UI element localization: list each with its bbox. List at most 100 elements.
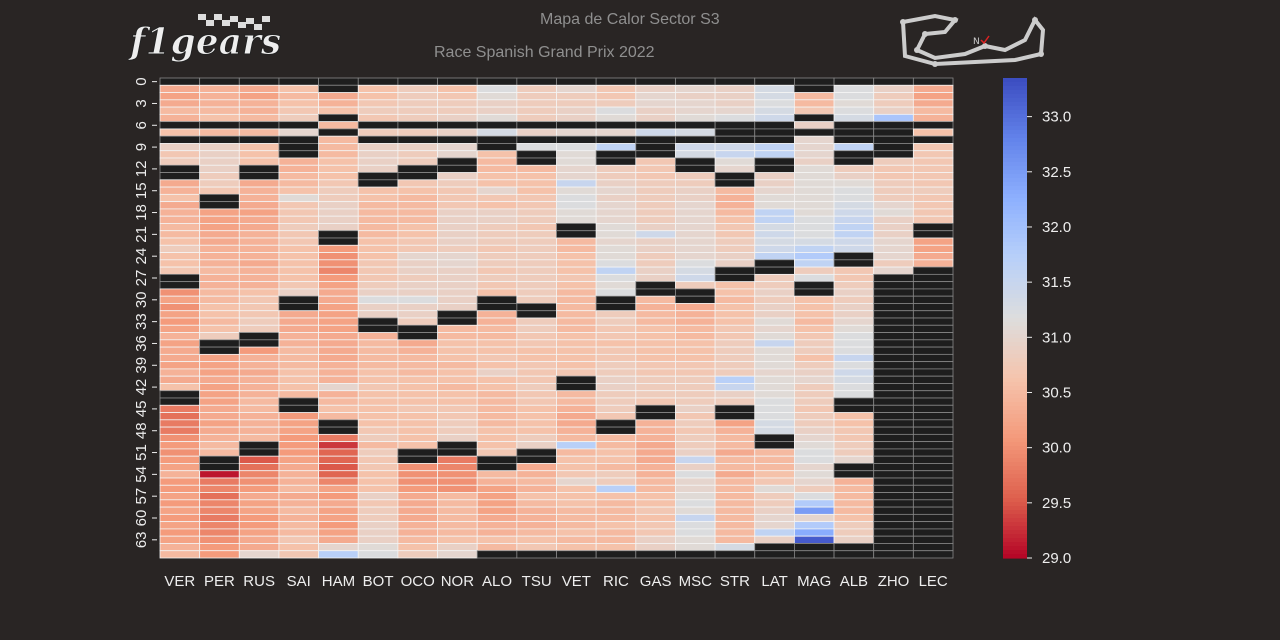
colorbar-segment [1003, 218, 1027, 223]
heatmap-cell [912, 484, 954, 493]
heatmap-cell [556, 121, 597, 130]
heatmap-cell [199, 303, 240, 312]
heatmap-cell [556, 492, 597, 501]
heatmap-cell [238, 433, 280, 443]
heatmap-cell [714, 135, 756, 144]
heatmap-cell [873, 390, 914, 399]
heatmap-cell [675, 513, 716, 523]
heatmap-cell [238, 419, 280, 428]
heatmap-cell [516, 273, 557, 283]
heatmap-cell [437, 128, 478, 137]
heatmap-cell [357, 433, 399, 443]
heatmap-cell [278, 92, 320, 101]
colorbar-segment [1003, 198, 1027, 203]
heatmap-cell [794, 266, 835, 275]
heatmap-cell [516, 92, 557, 101]
heatmap-cell [873, 106, 914, 115]
heatmap-cell [397, 113, 438, 123]
colorbar-segment [1003, 194, 1027, 199]
heatmap-cell [754, 412, 795, 421]
heatmap-cell [556, 237, 597, 246]
heatmap-cell [595, 106, 637, 115]
heatmap-cell [238, 361, 280, 370]
heatmap-cell [318, 288, 359, 297]
heatmap-cell [912, 383, 954, 392]
heatmap-cell [714, 223, 756, 232]
heatmap-cell [159, 368, 201, 377]
heatmap-cell [794, 353, 835, 363]
colorbar-segment [1003, 470, 1027, 475]
heatmap-cell [238, 317, 280, 326]
heatmap-cell [278, 492, 320, 501]
heatmap-cell [873, 121, 914, 130]
heatmap-cell [278, 281, 320, 290]
heatmap-cell [794, 499, 835, 508]
heatmap-cell [556, 499, 597, 508]
heatmap-cell [794, 448, 835, 457]
y-tick-label: 30 [133, 291, 150, 308]
heatmap-cell [873, 172, 914, 181]
heatmap-cell [754, 550, 795, 559]
heatmap-cell [794, 201, 835, 210]
heatmap-cell [397, 535, 438, 544]
heatmap-cell [556, 419, 597, 428]
heatmap-cell [437, 448, 478, 457]
heatmap-cell [476, 84, 518, 93]
heatmap-cell [873, 223, 914, 232]
heatmap-cell [476, 113, 518, 123]
heatmap-cell [238, 492, 280, 501]
heatmap-cell [397, 455, 438, 464]
heatmap-cell [595, 281, 637, 290]
x-tick-label: NOR [441, 573, 475, 590]
heatmap-cell [833, 339, 875, 348]
y-tick-label: 57 [133, 488, 150, 505]
heatmap-cell [437, 339, 478, 348]
heatmap-cell [912, 492, 954, 501]
colorbar-tick-label: 30.5 [1042, 384, 1071, 401]
heatmap-cell [556, 92, 597, 101]
heatmap-cell [397, 172, 438, 181]
heatmap-cell [516, 346, 557, 355]
heatmap-cell [318, 433, 359, 443]
heatmap-cell [675, 295, 716, 304]
heatmap-cell [595, 383, 637, 392]
heatmap-cell [714, 353, 756, 363]
heatmap-cell [278, 150, 320, 159]
heatmap-cell [556, 484, 597, 493]
heatmap-cell [635, 383, 676, 392]
colorbar-segment [1003, 406, 1027, 411]
heatmap-cell [833, 84, 875, 93]
heatmap-cell [278, 143, 320, 152]
heatmap-cell [754, 535, 795, 544]
heatmap-cell [675, 353, 716, 363]
heatmap-cell [833, 404, 875, 413]
heatmap-cell [714, 361, 756, 370]
heatmap-cell [278, 550, 320, 559]
heatmap-cell [912, 426, 954, 435]
heatmap-cell [714, 463, 756, 472]
heatmap-cell [318, 390, 359, 399]
heatmap-cell [833, 455, 875, 464]
heatmap-cell [675, 455, 716, 464]
colorbar-segment [1003, 298, 1027, 303]
heatmap-cell [278, 506, 320, 515]
x-tick-label: VER [164, 573, 195, 590]
heatmap-cell [476, 273, 518, 283]
heatmap-cell [635, 186, 676, 195]
colorbar-segment [1003, 214, 1027, 219]
heatmap-cell [357, 543, 399, 552]
heatmap-cell [595, 128, 637, 137]
colorbar-segment [1003, 454, 1027, 459]
heatmap-cell [794, 303, 835, 312]
heatmap-cell [437, 506, 478, 515]
heatmap-cell [833, 375, 875, 384]
heatmap-cell [675, 252, 716, 261]
heatmap-cell [199, 244, 240, 253]
heatmap-cell [595, 433, 637, 443]
heatmap-cell [199, 143, 240, 152]
heatmap-cell [556, 404, 597, 413]
colorbar-segment [1003, 98, 1027, 103]
colorbar-segment [1003, 246, 1027, 251]
heatmap-cell [833, 528, 875, 537]
heatmap-cell [318, 339, 359, 348]
